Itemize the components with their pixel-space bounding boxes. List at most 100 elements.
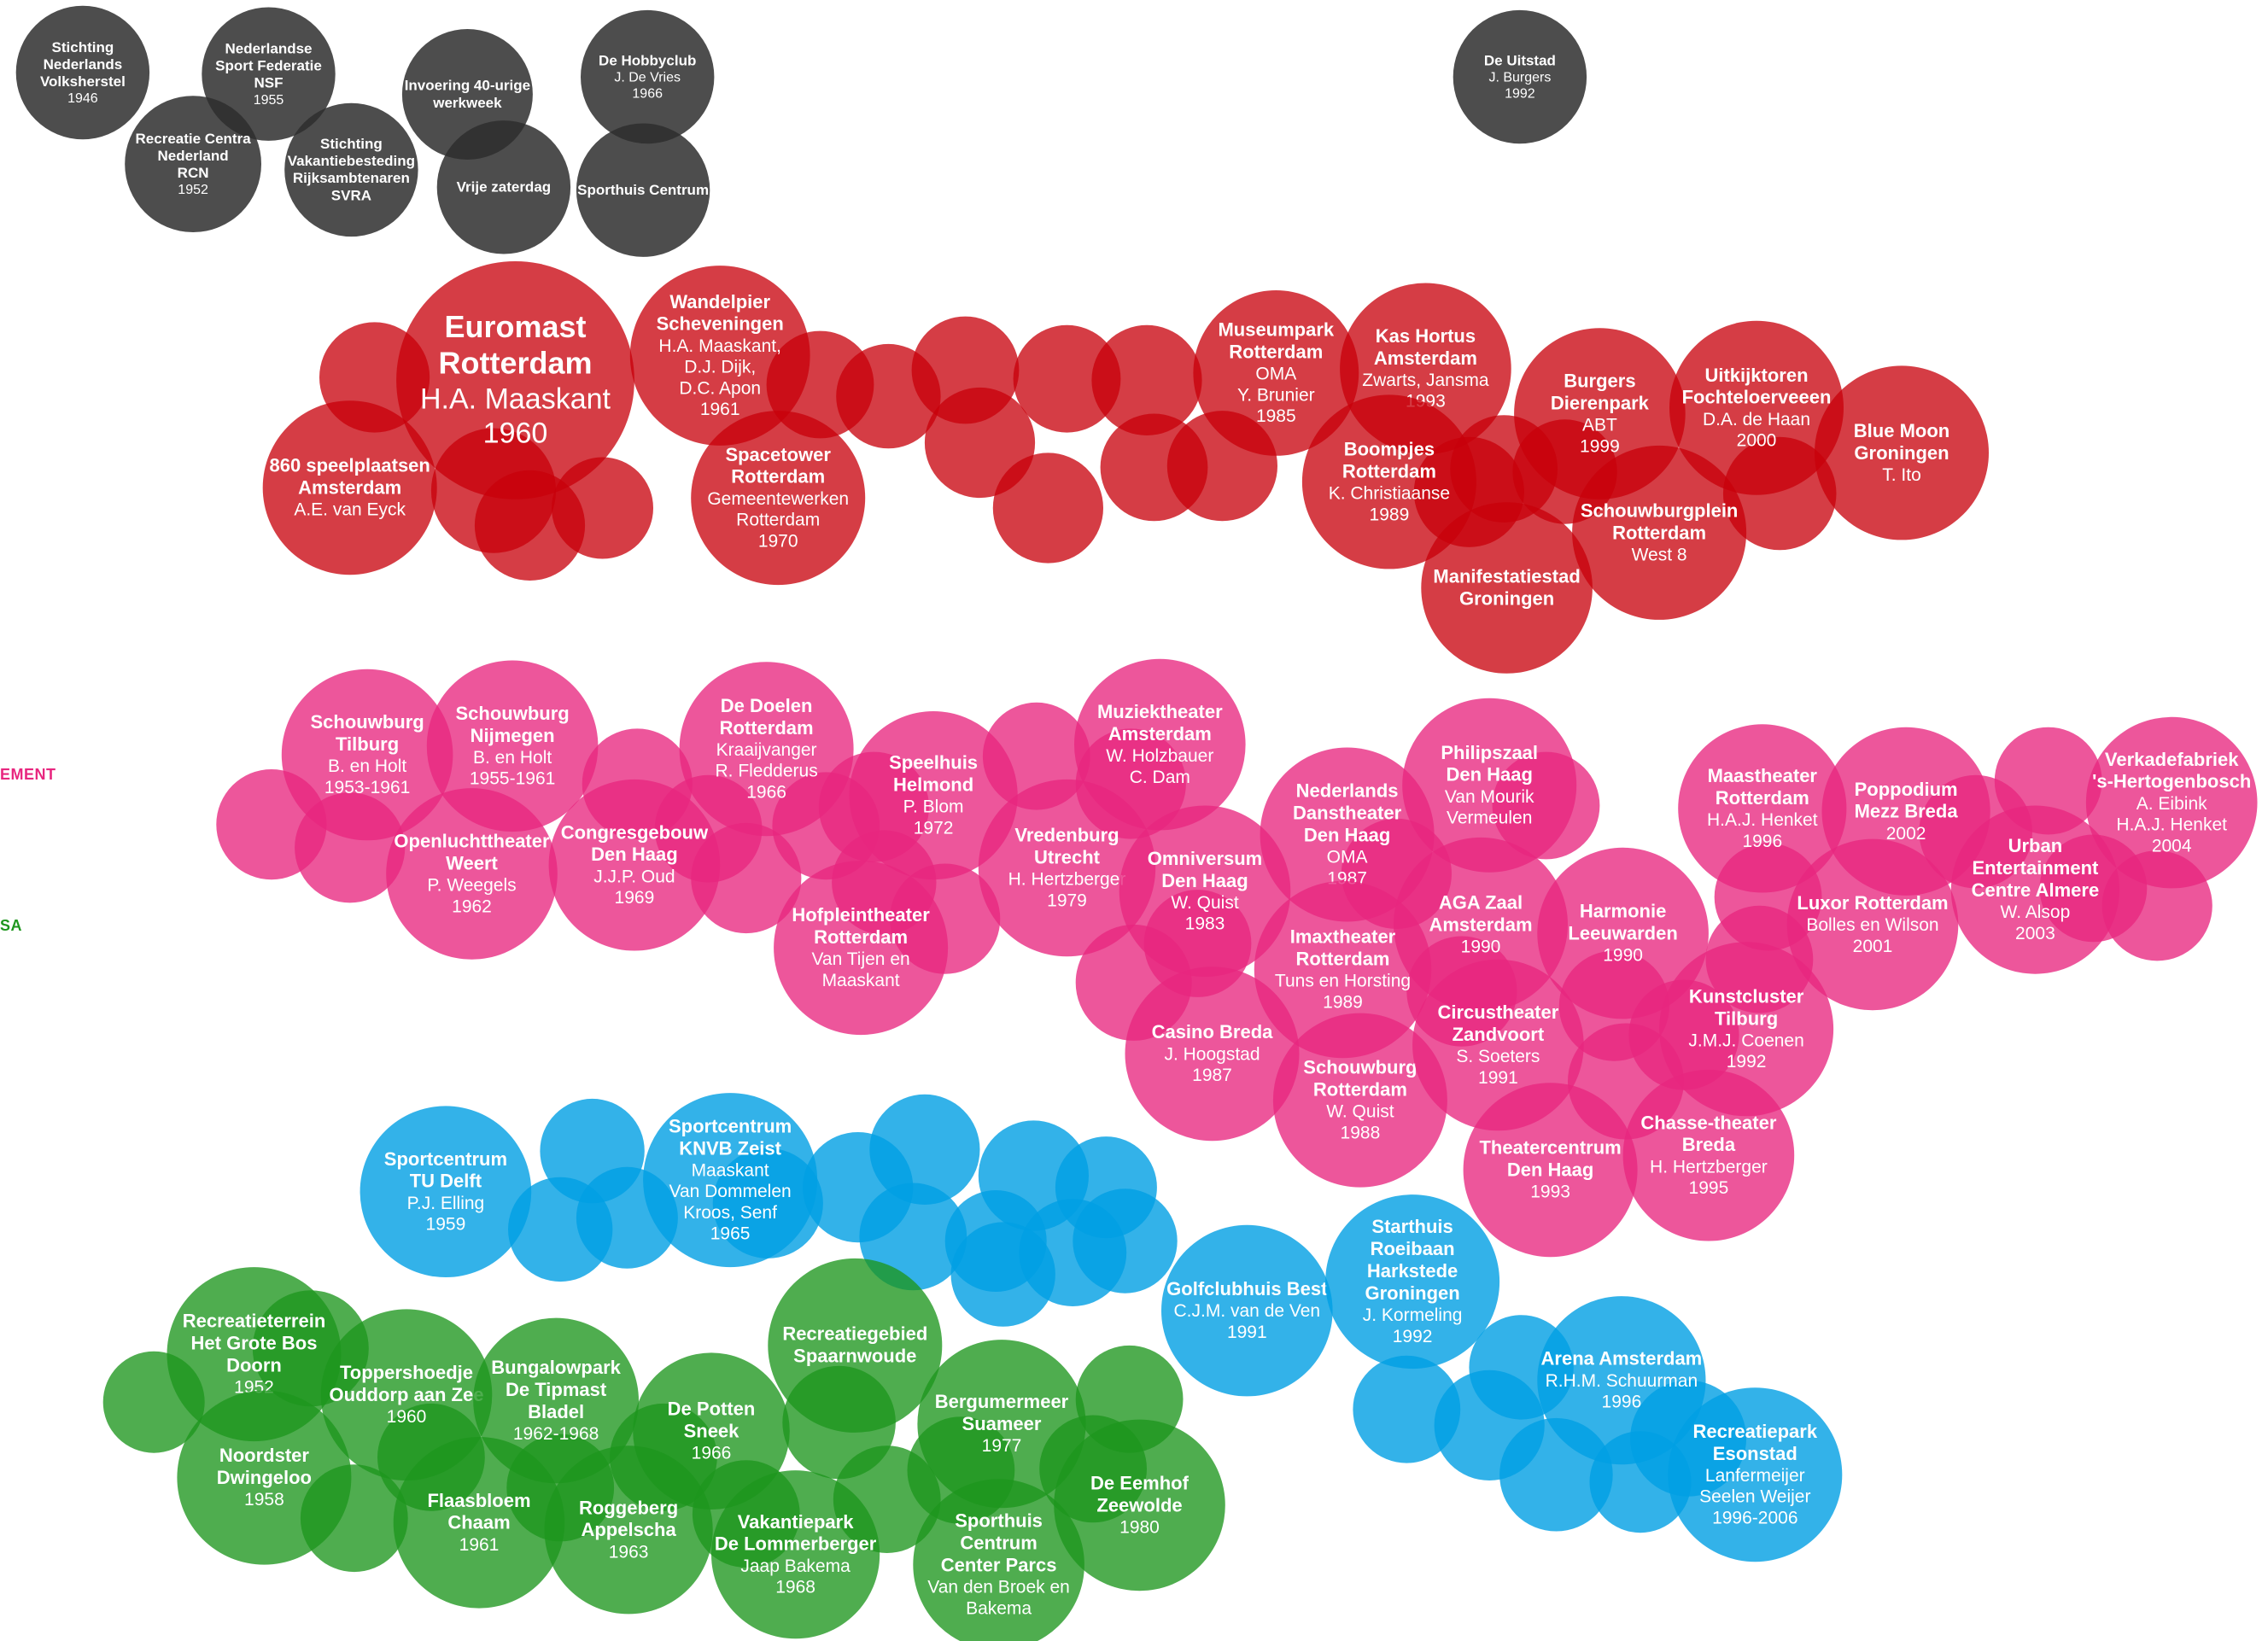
bubble-year: 1996 (1602, 1393, 1642, 1412)
bubble-circle (393, 1437, 565, 1609)
bubble-title-line: Hofpleintheater (792, 904, 930, 926)
bubble-title-line: Sneek (684, 1421, 740, 1442)
blue-filler-bubble (1073, 1188, 1178, 1294)
bubble-circle (1786, 838, 1959, 1011)
bubble-title-line: Recreatie Centra (136, 131, 252, 147)
bubble-circle (1402, 698, 1577, 873)
bubble-title-line: Rotterdam (1342, 460, 1436, 482)
bubble-title-line: Weert (446, 852, 498, 873)
bubble-year: 1970 (758, 531, 798, 551)
bubble-title-line: Breda (1682, 1134, 1736, 1155)
bubble-designer-line: R. Fledderus (715, 762, 817, 781)
bubble-title-line: Imaxtheater (1290, 926, 1396, 948)
bubble-title-line: De Hobbyclub (599, 52, 696, 68)
bubble-title-line: Groningen (1459, 587, 1554, 609)
bubble-title-line: Recreatiepark (1693, 1421, 1818, 1442)
bubble-title-line: Harkstede (1367, 1260, 1458, 1282)
red-filler-bubble (1091, 324, 1202, 435)
bubble-title-line: Den Haag (1161, 870, 1248, 891)
bubble-designer-line: OMA (1327, 848, 1368, 867)
bubble-title-line: Chaam (447, 1512, 510, 1533)
bubble-circle (711, 1470, 880, 1639)
bubble-circle (576, 123, 710, 257)
bubble-title-line: Fochteloerveeen (1682, 387, 1832, 408)
bubble-title-line: Zandvoort (1453, 1024, 1545, 1045)
bubble-year: 1977 (982, 1436, 1022, 1456)
bubble-title-line: Philipszaal (1441, 742, 1538, 763)
bubble-title-line: Nederland (158, 148, 229, 164)
bubble-title-line: Centrum (960, 1533, 1037, 1554)
bubble-circle (1074, 658, 1246, 831)
bubble-title-line: De Lommerberger (715, 1533, 877, 1555)
bubble-designer-line: J. De Vries (614, 71, 681, 85)
bubble-title-line: Kas Hortus (1376, 325, 1476, 347)
bubble-de-uitstad: De Uitstad J. Burgers 1992 (1453, 9, 1587, 144)
bubble-designer-line: D.A. de Haan (1703, 410, 1810, 429)
bubble-title-line: De Doelen (721, 695, 813, 716)
bubble-circle (320, 1309, 493, 1480)
bubble-designer-line: H. Hertzberger (1650, 1157, 1768, 1177)
bubble-title-line: Suameer (962, 1413, 1042, 1434)
bubble-title-line: RCN (178, 165, 209, 181)
bubble-title-line: Maastheater (1708, 765, 1818, 786)
bubble-vrije-zaterdag: Vrije zaterdag (436, 120, 571, 254)
bubble-designer-line: C. Dam (1130, 768, 1190, 787)
red-filler-bubble (924, 387, 1036, 499)
bubble-year: 1968 (775, 1578, 815, 1597)
bubble-title-line: Rotterdam (1313, 1079, 1407, 1101)
bubble-title-line: Groningen (1365, 1282, 1459, 1304)
bubble-title-line: Den Haag (591, 844, 677, 865)
bubble-year: 1966 (632, 87, 663, 102)
bubble-spacetower-rotterdam: SpacetowerRotterdamGemeentewerkenRotterd… (691, 411, 866, 586)
bubble-title-line: Golfclubhuis Best (1166, 1278, 1328, 1299)
blue-filler-bubble (859, 1183, 967, 1291)
blue-filler-bubble (1353, 1355, 1461, 1463)
bubble-title-line: Harmonie (1580, 901, 1666, 922)
bubble-designer-line: Van Tijen en (811, 949, 909, 969)
bubble-designer-line: P. Weegels (427, 875, 516, 895)
bubble-designer-line: H.A. Maaskant, (658, 336, 781, 356)
bubble-title-line: Rotterdam (1716, 787, 1809, 809)
bubble-title-line: Sportcentrum (669, 1115, 792, 1136)
bubble-title-line: Schouwburg (310, 711, 424, 733)
bubble-designer-line: W. Holzbauer (1106, 746, 1213, 766)
bubble-year: 1991 (1478, 1068, 1518, 1088)
bubble-title-line: Recreatiegebied (782, 1323, 927, 1345)
bubble-title-line: Bergumermeer (935, 1391, 1069, 1412)
bubble-year: 1992 (1393, 1327, 1433, 1346)
bubble-title-line: Starthuis (1371, 1216, 1453, 1237)
bubble-circle (284, 102, 418, 237)
bubble-title-line: Mezz Breda (1855, 801, 1959, 822)
bubble-circle (629, 266, 810, 446)
bubble-circle (396, 261, 634, 499)
bubble-designer-line: OMA (1255, 365, 1296, 384)
bubble-circle (1815, 365, 1989, 540)
bubble-title-line: Roeibaan (1371, 1238, 1455, 1259)
bubble-title-line: Rotterdam (1229, 342, 1323, 363)
bubble-title-line: Noordster (219, 1445, 310, 1466)
bubble-designer-line: Maaskant (692, 1160, 769, 1180)
bubble-year: 1980 (1119, 1517, 1160, 1537)
bubble-designer-line: Kraaijvanger (716, 740, 817, 760)
bubble-title-line: AGA Zaal (1439, 891, 1523, 913)
bubble-year: 1962 (452, 896, 492, 916)
bubble-designer-line: W. Quist (1171, 893, 1239, 913)
bubble-title-line: Ouddorp aan Zee (330, 1384, 484, 1405)
bubble-title-line: Rotterdam (1612, 522, 1706, 543)
bubble-year: 1955 (254, 93, 284, 108)
bubble-year: 2001 (1853, 937, 1893, 956)
